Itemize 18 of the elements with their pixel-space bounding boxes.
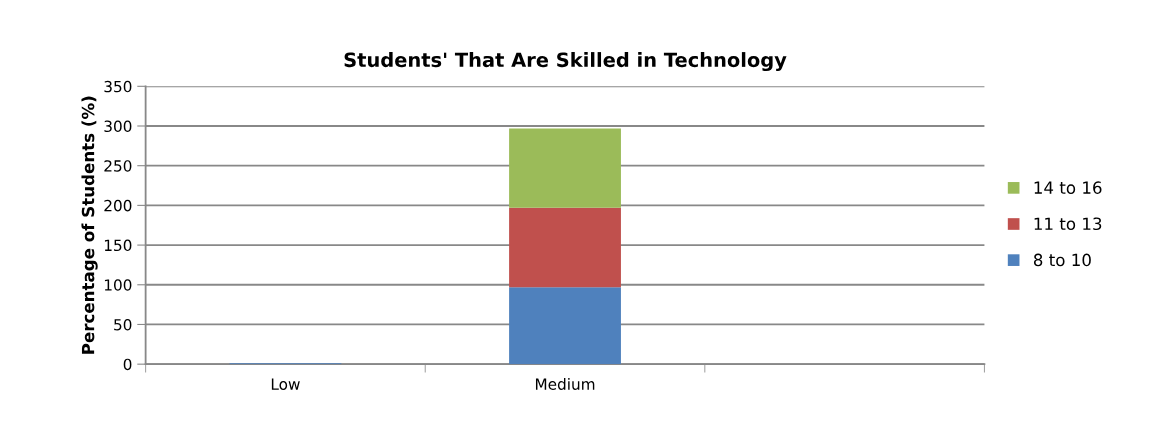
bar: [509, 128, 621, 208]
y-tick-label: 150: [104, 239, 132, 252]
y-tick-label: 350: [104, 80, 132, 93]
y-tick-label: 100: [104, 279, 132, 291]
y-tick-label: 300: [104, 120, 132, 133]
legend-label: 11 to 13: [1034, 217, 1102, 231]
legend-label: 8 to 10: [1033, 253, 1091, 267]
y-axis-title: Percentage of Students (%): [81, 96, 98, 354]
bar: [509, 207, 621, 288]
y-tick-label: 250: [104, 160, 132, 172]
chart-title: Students' That Are Skilled in Technology: [344, 52, 787, 72]
x-tick-label: Low: [271, 378, 300, 390]
y-tick-label: 200: [104, 199, 132, 212]
y-tick-label: 50: [114, 318, 132, 331]
x-tick-label: Medium: [535, 378, 595, 390]
bar: [509, 287, 621, 365]
legend-label: 14 to 16: [1034, 181, 1102, 194]
y-tick-label: 0: [123, 358, 132, 371]
